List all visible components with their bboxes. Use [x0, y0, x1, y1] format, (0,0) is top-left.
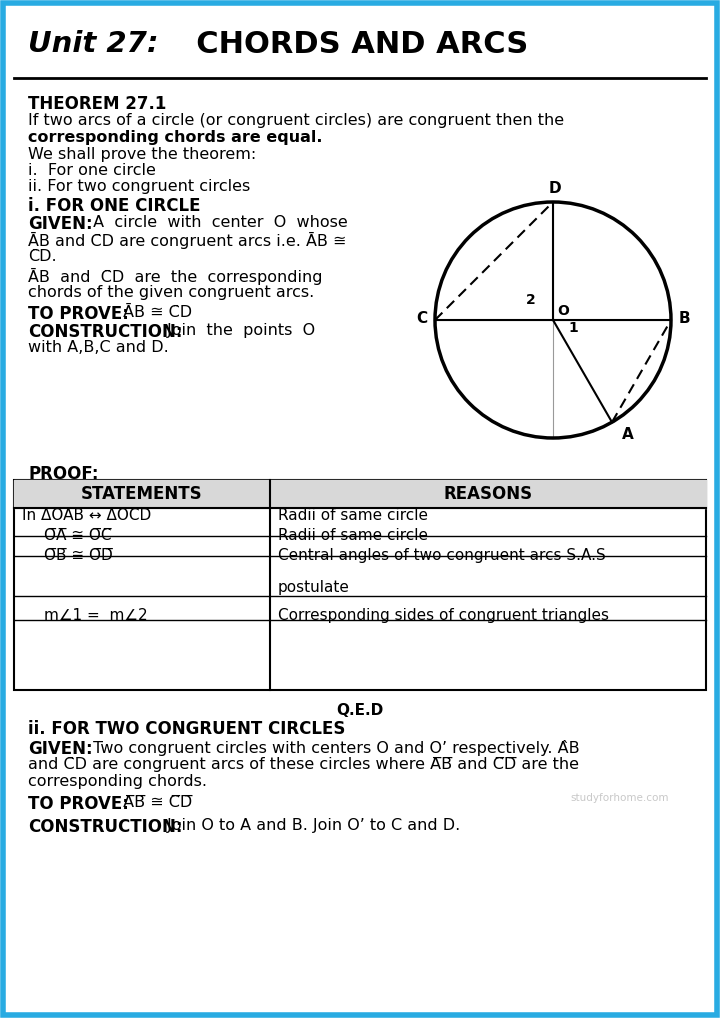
- Text: O: O: [557, 304, 569, 318]
- Text: studyforhome.com: studyforhome.com: [570, 793, 668, 803]
- Text: CONSTRUCTION:: CONSTRUCTION:: [28, 323, 182, 341]
- Text: Q.E.D: Q.E.D: [336, 703, 384, 718]
- Text: ĀB  and  C̄D  are  the  corresponding: ĀB and C̄D are the corresponding: [28, 268, 323, 285]
- Text: Radii of same circle: Radii of same circle: [278, 528, 428, 543]
- Text: GIVEN:: GIVEN:: [28, 740, 93, 758]
- Bar: [14, 480, 706, 690]
- Text: A: A: [622, 428, 634, 442]
- Text: Join  the  points  O: Join the points O: [162, 323, 315, 338]
- Text: STATEMENTS: STATEMENTS: [81, 485, 203, 503]
- Text: corresponding chords.: corresponding chords.: [28, 774, 207, 789]
- Text: A  circle  with  center  O  whose: A circle with center O whose: [88, 215, 348, 230]
- Text: CHORDS AND ARCS: CHORDS AND ARCS: [175, 30, 528, 59]
- Text: PROOF:: PROOF:: [28, 465, 99, 483]
- Text: postulate: postulate: [278, 580, 350, 595]
- Text: ĀB and C̄D are congruent arcs i.e. ĀB ≅: ĀB and C̄D are congruent arcs i.e. ĀB ≅: [28, 232, 346, 249]
- Text: 2: 2: [526, 293, 536, 307]
- Text: TO PROVE:: TO PROVE:: [28, 795, 129, 813]
- Text: 1: 1: [568, 321, 578, 335]
- Text: CONSTRUCTION:: CONSTRUCTION:: [28, 818, 182, 836]
- Text: B: B: [679, 310, 690, 326]
- Text: i. FOR ONE CIRCLE: i. FOR ONE CIRCLE: [28, 197, 200, 215]
- FancyBboxPatch shape: [3, 3, 717, 1015]
- Text: O̅B̅ ≅ O̅D̅: O̅B̅ ≅ O̅D̅: [44, 548, 113, 563]
- Text: Central angles of two congruent arcs S.A.S: Central angles of two congruent arcs S.A…: [278, 548, 606, 563]
- Text: Radii of same circle: Radii of same circle: [278, 508, 428, 523]
- Text: O̅A̅ ≅ O̅C̅: O̅A̅ ≅ O̅C̅: [44, 528, 112, 543]
- Text: C: C: [416, 310, 427, 326]
- Text: with A,B,C and D.: with A,B,C and D.: [28, 340, 168, 355]
- Text: If two arcs of a circle (or congruent circles) are congruent then the: If two arcs of a circle (or congruent ci…: [28, 113, 564, 128]
- Text: In ΔOAB ↔ ΔOCD: In ΔOAB ↔ ΔOCD: [22, 508, 151, 523]
- Text: ii. FOR TWO CONGRUENT CIRCLES: ii. FOR TWO CONGRUENT CIRCLES: [28, 720, 346, 738]
- Text: D: D: [549, 181, 562, 196]
- Text: GIVEN:: GIVEN:: [28, 215, 93, 233]
- Text: ĀB ≅ C̄D: ĀB ≅ C̄D: [118, 305, 192, 320]
- Text: Two congruent circles with centers O and O’ respectively. ÂB: Two congruent circles with centers O and…: [88, 740, 580, 756]
- Text: ii. For two congruent circles: ii. For two congruent circles: [28, 179, 251, 194]
- Text: THEOREM 27.1: THEOREM 27.1: [28, 95, 166, 113]
- Text: chords of the given congruent arcs.: chords of the given congruent arcs.: [28, 285, 314, 300]
- Text: C̄D.: C̄D.: [28, 249, 57, 264]
- Text: REASONS: REASONS: [444, 485, 533, 503]
- Text: and C̄D are congruent arcs of these circles where A̅B̅ and C̅D̅ are the: and C̄D are congruent arcs of these circ…: [28, 757, 579, 772]
- Text: We shall prove the theorem:: We shall prove the theorem:: [28, 147, 256, 162]
- Text: Unit 27:: Unit 27:: [28, 30, 158, 58]
- Text: corresponding chords are equal.: corresponding chords are equal.: [28, 130, 323, 145]
- Text: TO PROVE:: TO PROVE:: [28, 305, 129, 323]
- Text: m∠1 =  m∠2: m∠1 = m∠2: [44, 608, 148, 623]
- Text: i.  For one circle: i. For one circle: [28, 163, 156, 178]
- Text: Corresponding sides of congruent triangles: Corresponding sides of congruent triangl…: [278, 608, 609, 623]
- Text: Join O to A and B. Join O’ to C and D.: Join O to A and B. Join O’ to C and D.: [162, 818, 460, 833]
- Text: A̅B̅ ≅ C̅D̅: A̅B̅ ≅ C̅D̅: [118, 795, 192, 810]
